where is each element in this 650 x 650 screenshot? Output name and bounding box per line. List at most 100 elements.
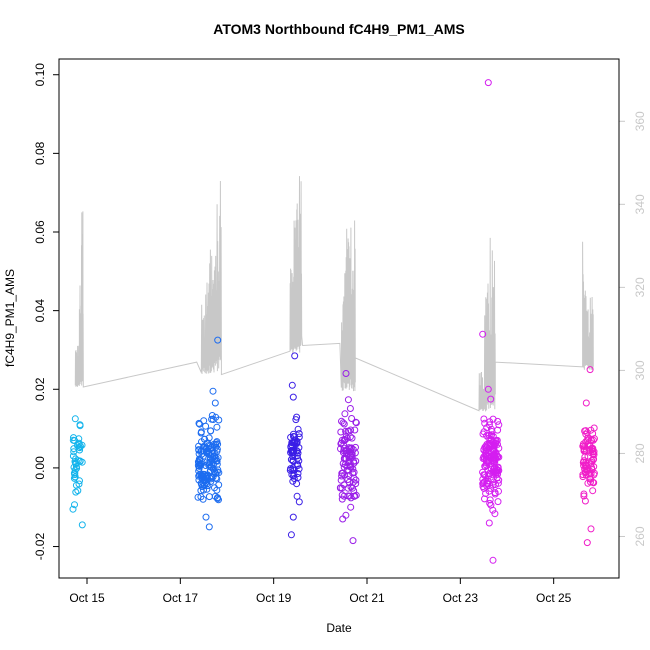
data-point <box>580 490 588 498</box>
data-point <box>337 440 345 448</box>
data-point <box>77 442 84 450</box>
y-tick-label: 0.06 <box>33 220 47 244</box>
data-point <box>214 336 222 344</box>
data-point <box>71 473 79 481</box>
data-point <box>213 423 221 431</box>
data-point <box>581 453 589 461</box>
data-point <box>74 442 81 450</box>
y-tick-label: 0.00 <box>33 456 47 480</box>
data-point <box>479 475 487 483</box>
data-point <box>580 492 588 500</box>
data-point <box>346 433 354 441</box>
plot-area-border <box>58 58 620 579</box>
data-point <box>71 415 79 423</box>
data-point <box>488 448 496 456</box>
data-point <box>580 457 588 465</box>
data-point <box>349 465 357 473</box>
data-point <box>196 420 204 428</box>
data-point <box>289 393 297 401</box>
chart-title: ATOM3 Northbound fC4H9_PM1_AMS <box>213 21 465 37</box>
right-axis-tick-label: 260 <box>633 526 647 546</box>
data-point <box>352 480 360 488</box>
data-point <box>581 497 589 505</box>
data-point <box>481 495 488 503</box>
data-point <box>208 412 216 419</box>
point-cluster-4 <box>336 370 360 545</box>
data-point <box>291 352 299 360</box>
point-cluster-2 <box>194 336 223 531</box>
data-point <box>202 513 210 521</box>
data-point <box>352 418 360 426</box>
data-point <box>481 419 489 427</box>
point-cluster-3 <box>286 352 303 539</box>
data-point <box>197 493 205 501</box>
x-tick-label: Oct 25 <box>536 591 572 605</box>
data-point <box>71 501 78 509</box>
data-point <box>495 421 503 429</box>
data-point <box>351 426 359 434</box>
data-point <box>340 420 348 428</box>
data-point <box>74 487 82 495</box>
data-point <box>338 491 346 499</box>
data-point <box>293 452 301 460</box>
data-point <box>206 463 214 471</box>
data-point <box>487 465 495 473</box>
scatter-points <box>69 79 598 564</box>
data-point <box>75 480 83 488</box>
right-axis-tick-label: 300 <box>633 360 647 380</box>
data-point <box>205 461 213 469</box>
data-point <box>287 456 295 464</box>
data-point <box>341 410 349 418</box>
data-point <box>292 416 300 424</box>
data-point <box>205 523 213 531</box>
y-axis-label: fC4H9_PM1_AMS <box>3 269 17 367</box>
data-point <box>293 480 301 488</box>
data-point <box>481 443 489 451</box>
data-point <box>289 513 297 521</box>
data-point <box>290 446 298 454</box>
data-point <box>71 471 79 479</box>
data-point <box>343 450 351 458</box>
data-point <box>482 452 490 460</box>
data-point <box>69 505 77 513</box>
data-point <box>295 430 303 438</box>
data-point <box>202 472 209 480</box>
data-point <box>71 437 79 445</box>
y-tick-label: 0.08 <box>33 141 47 165</box>
data-point <box>494 498 502 506</box>
data-point <box>338 472 346 480</box>
data-point <box>490 445 498 452</box>
data-point <box>211 468 218 476</box>
data-point <box>349 484 356 492</box>
data-point <box>78 521 86 529</box>
data-point <box>348 415 356 422</box>
x-tick-label: Oct 19 <box>256 591 292 605</box>
data-point <box>200 477 208 485</box>
secondary-series <box>74 176 594 412</box>
data-point <box>287 531 295 539</box>
data-point <box>489 432 497 440</box>
data-point <box>586 366 594 374</box>
data-point <box>287 449 295 457</box>
data-point <box>204 446 212 454</box>
data-point <box>200 443 208 450</box>
data-point <box>351 449 359 457</box>
data-point <box>289 464 297 472</box>
right-axis-tick-label: 340 <box>633 194 647 214</box>
data-point <box>584 452 592 460</box>
data-point <box>495 487 502 495</box>
data-point <box>352 419 360 427</box>
data-point <box>483 482 491 490</box>
data-point <box>489 415 497 423</box>
data-point <box>493 468 501 476</box>
data-point <box>349 537 357 545</box>
data-point <box>294 425 302 433</box>
data-point <box>344 396 352 404</box>
data-point <box>489 556 497 564</box>
data-point <box>209 473 217 481</box>
data-point <box>582 430 590 438</box>
data-point <box>494 479 502 487</box>
data-point <box>288 447 296 455</box>
